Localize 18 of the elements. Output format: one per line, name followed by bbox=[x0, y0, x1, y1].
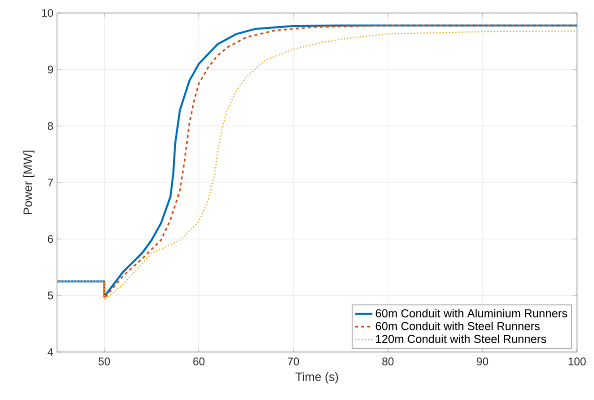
legend-label: 60m Conduit with Steel Runners bbox=[376, 322, 540, 330]
y-axis-title: Power [MW] bbox=[23, 150, 34, 214]
y-tick-label: 5 bbox=[48, 292, 53, 300]
y-tick-label: 8 bbox=[48, 122, 53, 130]
y-tick-label: 10 bbox=[42, 9, 54, 17]
y-tick-label: 6 bbox=[48, 235, 53, 243]
y-tick-label: 7 bbox=[48, 178, 53, 186]
x-axis-title: Time (s) bbox=[295, 372, 338, 384]
x-tick-label: 90 bbox=[476, 358, 488, 366]
x-tick-label: 50 bbox=[98, 358, 110, 366]
legend-label: 60m Conduit with Aluminium Runners bbox=[376, 308, 568, 318]
y-tick-label: 4 bbox=[48, 348, 54, 356]
x-tick-label: 70 bbox=[288, 358, 300, 366]
x-tick-label: 100 bbox=[568, 358, 586, 366]
x-tick-label: 60 bbox=[193, 358, 204, 366]
x-tick-label: 80 bbox=[382, 358, 394, 366]
y-tick-label: 9 bbox=[48, 66, 53, 74]
legend-label: 120m Conduit with Steel Runners bbox=[376, 334, 546, 344]
